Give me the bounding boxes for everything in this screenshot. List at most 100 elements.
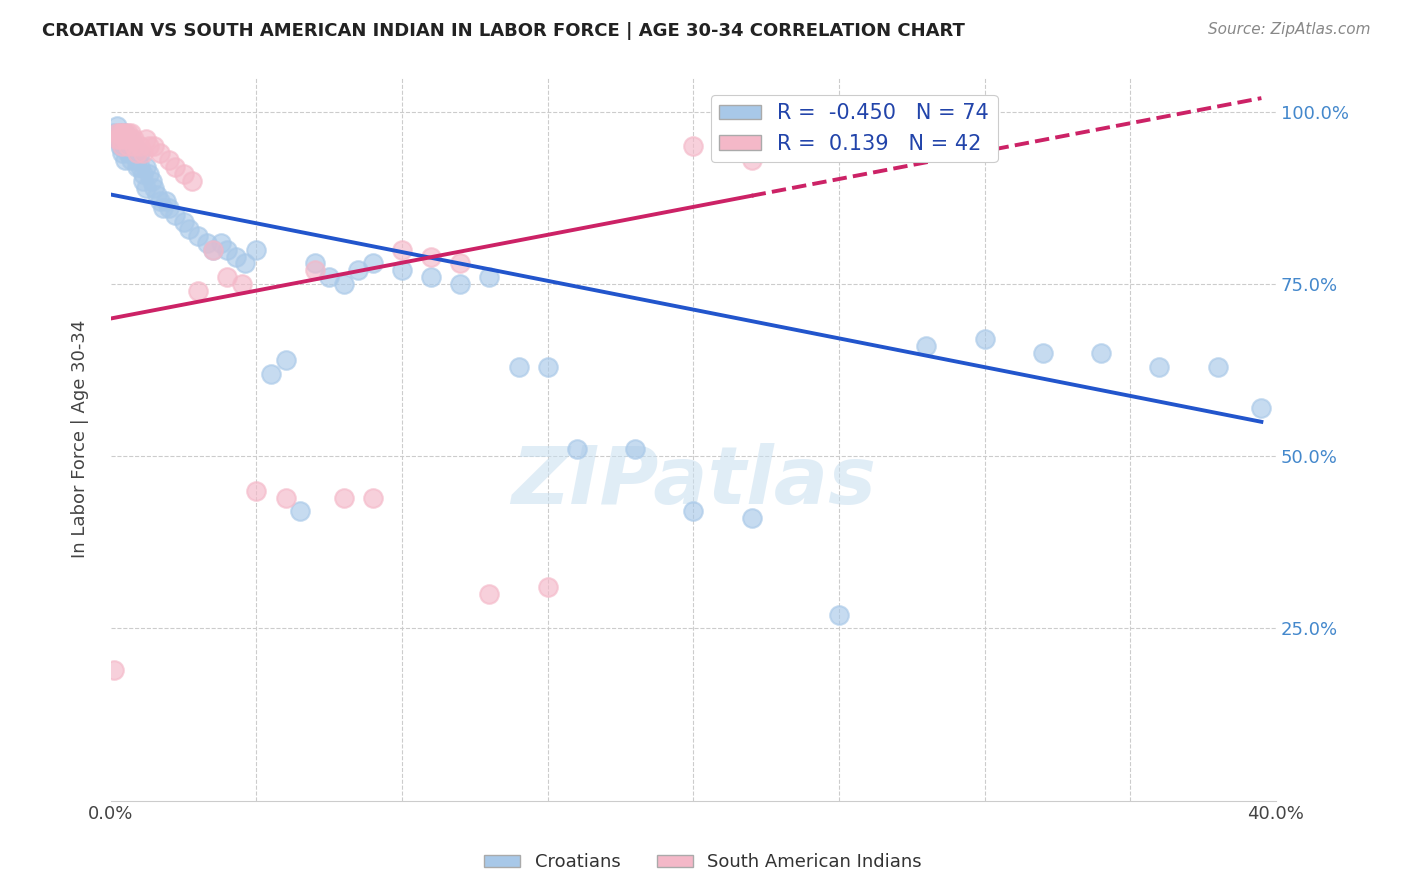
Point: [105, 132, 128, 146]
Point: [741, 511, 763, 525]
Point: [117, 139, 139, 153]
Point: [173, 167, 195, 181]
Point: [129, 146, 152, 161]
Point: [163, 208, 186, 222]
Point: [624, 442, 647, 457]
Text: ZIPatlas: ZIPatlas: [510, 443, 876, 522]
Point: [125, 146, 148, 161]
Point: [391, 243, 413, 257]
Text: CROATIAN VS SOUTH AMERICAN INDIAN IN LABOR FORCE | AGE 30-34 CORRELATION CHART: CROATIAN VS SOUTH AMERICAN INDIAN IN LAB…: [42, 22, 965, 40]
Point: [132, 167, 155, 181]
Point: [304, 256, 326, 270]
Point: [179, 222, 201, 236]
Point: [132, 174, 155, 188]
Point: [420, 270, 443, 285]
Y-axis label: In Labor Force | Age 30-34: In Labor Force | Age 30-34: [72, 320, 89, 558]
Point: [915, 339, 938, 353]
Point: [682, 139, 704, 153]
Point: [333, 277, 356, 291]
Point: [135, 160, 157, 174]
Point: [120, 132, 142, 146]
Point: [120, 126, 142, 140]
Point: [117, 126, 139, 140]
Point: [361, 491, 384, 505]
Point: [304, 263, 326, 277]
Point: [111, 126, 134, 140]
Point: [231, 277, 253, 291]
Point: [347, 263, 370, 277]
Point: [108, 126, 131, 140]
Point: [274, 491, 297, 505]
Point: [217, 270, 239, 285]
Point: [114, 126, 136, 140]
Point: [108, 132, 131, 146]
Point: [225, 250, 247, 264]
Point: [108, 139, 131, 153]
Point: [103, 126, 125, 140]
Point: [565, 442, 588, 457]
Point: [155, 194, 177, 209]
Point: [288, 504, 311, 518]
Point: [187, 228, 209, 243]
Point: [114, 132, 136, 146]
Point: [135, 180, 157, 194]
Point: [260, 367, 283, 381]
Point: [114, 153, 136, 167]
Point: [141, 174, 163, 188]
Point: [117, 146, 139, 161]
Point: [318, 270, 340, 285]
Point: [1149, 359, 1171, 374]
Point: [537, 359, 560, 374]
Point: [157, 202, 180, 216]
Point: [187, 284, 209, 298]
Point: [105, 126, 128, 140]
Point: [125, 153, 148, 167]
Point: [420, 250, 443, 264]
Point: [122, 139, 145, 153]
Point: [333, 491, 356, 505]
Point: [201, 243, 224, 257]
Point: [478, 270, 501, 285]
Point: [111, 126, 134, 140]
Point: [105, 132, 128, 146]
Point: [135, 132, 157, 146]
Point: [152, 202, 174, 216]
Text: Source: ZipAtlas.com: Source: ZipAtlas.com: [1208, 22, 1371, 37]
Point: [149, 146, 172, 161]
Point: [741, 153, 763, 167]
Point: [828, 607, 851, 622]
Point: [111, 139, 134, 153]
Point: [120, 146, 142, 161]
Legend: Croatians, South American Indians: Croatians, South American Indians: [477, 847, 929, 879]
Point: [173, 215, 195, 229]
Point: [508, 359, 530, 374]
Point: [129, 139, 152, 153]
Point: [138, 139, 160, 153]
Point: [1250, 401, 1272, 415]
Point: [103, 663, 125, 677]
Point: [274, 352, 297, 367]
Point: [1206, 359, 1229, 374]
Point: [157, 153, 180, 167]
Point: [682, 504, 704, 518]
Point: [105, 119, 128, 133]
Point: [449, 277, 471, 291]
Point: [245, 243, 267, 257]
Point: [129, 160, 152, 174]
Point: [122, 132, 145, 146]
Point: [108, 126, 131, 140]
Point: [146, 187, 169, 202]
Point: [120, 153, 142, 167]
Point: [1032, 346, 1054, 360]
Point: [114, 126, 136, 140]
Point: [361, 256, 384, 270]
Point: [108, 132, 131, 146]
Point: [245, 483, 267, 498]
Point: [143, 180, 166, 194]
Point: [125, 160, 148, 174]
Point: [201, 243, 224, 257]
Legend: R =  -0.450   N = 74, R =  0.139   N = 42: R = -0.450 N = 74, R = 0.139 N = 42: [711, 95, 997, 162]
Point: [449, 256, 471, 270]
Point: [122, 139, 145, 153]
Point: [163, 160, 186, 174]
